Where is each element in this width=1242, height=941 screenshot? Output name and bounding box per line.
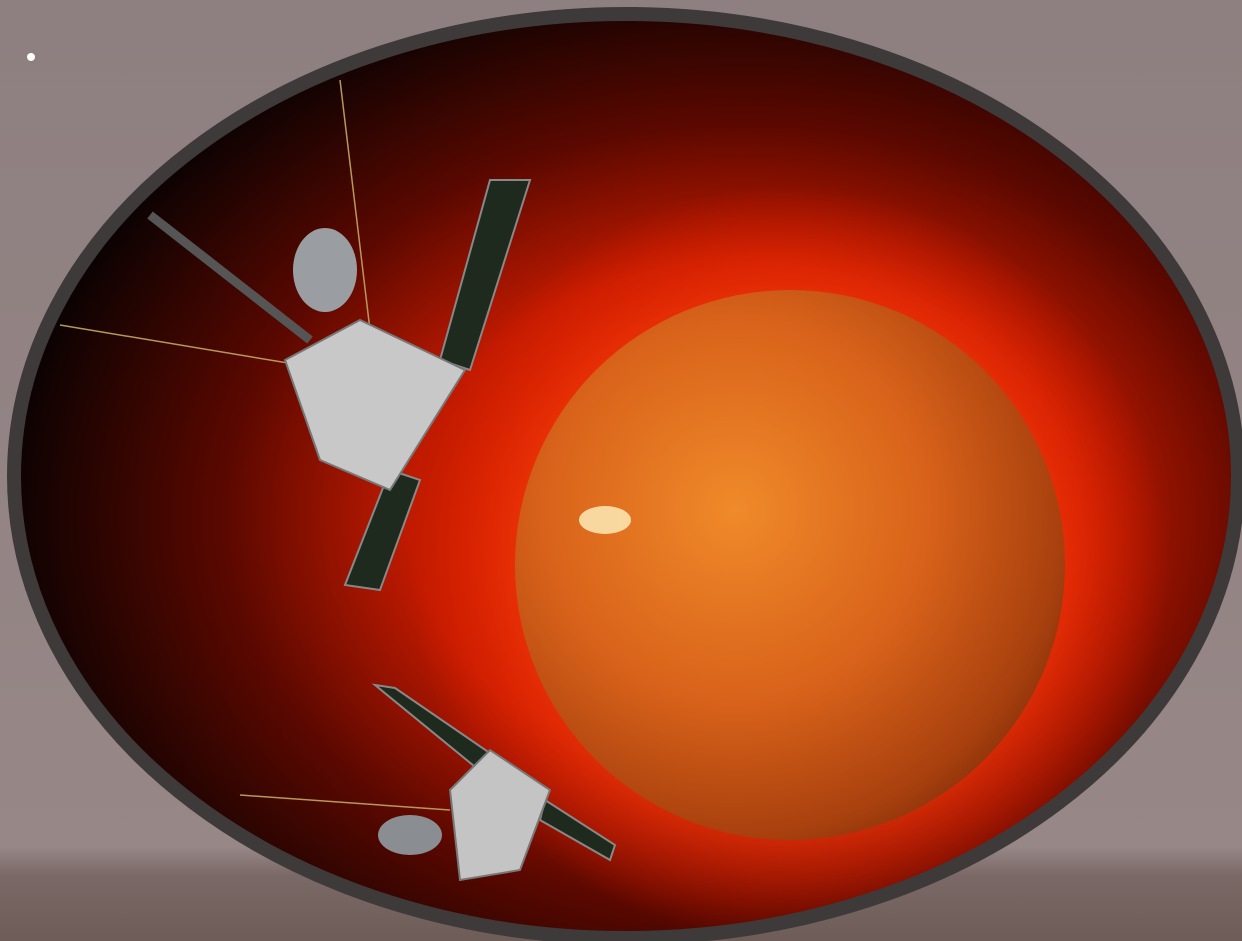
bullet	[27, 53, 35, 61]
satellite-2	[239, 683, 617, 882]
sun	[515, 290, 1065, 840]
flare	[579, 506, 631, 534]
frame	[7, 7, 1242, 941]
satellite-1	[59, 79, 532, 592]
